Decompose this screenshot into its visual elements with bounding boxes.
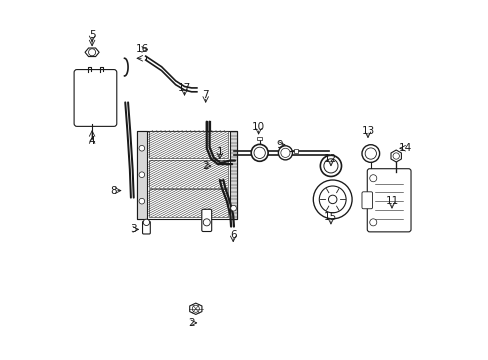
Text: 6: 6 bbox=[229, 230, 236, 240]
Circle shape bbox=[139, 198, 144, 204]
Text: 13: 13 bbox=[361, 126, 374, 136]
Circle shape bbox=[369, 219, 376, 226]
Circle shape bbox=[230, 206, 236, 211]
Text: 14: 14 bbox=[398, 143, 411, 153]
Text: 9: 9 bbox=[276, 140, 283, 150]
Text: 15: 15 bbox=[324, 212, 337, 222]
Text: 4: 4 bbox=[89, 136, 95, 146]
Polygon shape bbox=[189, 303, 202, 314]
Circle shape bbox=[143, 219, 149, 225]
Circle shape bbox=[280, 148, 289, 157]
Circle shape bbox=[392, 153, 399, 159]
Circle shape bbox=[328, 195, 336, 204]
Text: 7: 7 bbox=[202, 90, 208, 100]
FancyBboxPatch shape bbox=[74, 69, 117, 126]
Text: 10: 10 bbox=[251, 122, 264, 132]
Text: 5: 5 bbox=[89, 30, 95, 40]
Circle shape bbox=[251, 144, 267, 161]
Circle shape bbox=[88, 49, 96, 56]
Text: 17: 17 bbox=[178, 83, 191, 93]
Circle shape bbox=[253, 147, 265, 158]
FancyBboxPatch shape bbox=[142, 221, 150, 234]
Circle shape bbox=[278, 146, 292, 160]
Bar bbox=[137, 131, 237, 219]
Text: 16: 16 bbox=[135, 45, 148, 54]
Polygon shape bbox=[85, 48, 99, 57]
Bar bbox=[257, 137, 262, 140]
Circle shape bbox=[203, 219, 210, 226]
Circle shape bbox=[192, 305, 199, 312]
FancyBboxPatch shape bbox=[361, 192, 372, 209]
Text: 2: 2 bbox=[202, 161, 208, 171]
Text: 1: 1 bbox=[216, 147, 223, 157]
Circle shape bbox=[369, 175, 376, 182]
Circle shape bbox=[320, 155, 341, 176]
Circle shape bbox=[361, 145, 379, 162]
Circle shape bbox=[139, 145, 144, 151]
Circle shape bbox=[313, 180, 351, 219]
Bar bbox=[148, 131, 227, 158]
Text: 3: 3 bbox=[130, 224, 137, 234]
FancyBboxPatch shape bbox=[202, 209, 211, 231]
Text: 11: 11 bbox=[385, 196, 398, 206]
Polygon shape bbox=[390, 150, 401, 162]
Text: 8: 8 bbox=[110, 186, 117, 195]
Bar bbox=[148, 160, 227, 188]
Circle shape bbox=[319, 186, 346, 213]
FancyBboxPatch shape bbox=[366, 169, 410, 232]
Bar bbox=[137, 131, 146, 219]
Bar bbox=[229, 131, 237, 219]
Circle shape bbox=[323, 159, 337, 173]
Circle shape bbox=[365, 148, 376, 159]
Bar bbox=[294, 149, 297, 153]
Bar bbox=[148, 189, 227, 217]
Circle shape bbox=[139, 172, 144, 177]
Text: 12: 12 bbox=[324, 154, 337, 164]
Text: 2: 2 bbox=[188, 318, 195, 328]
